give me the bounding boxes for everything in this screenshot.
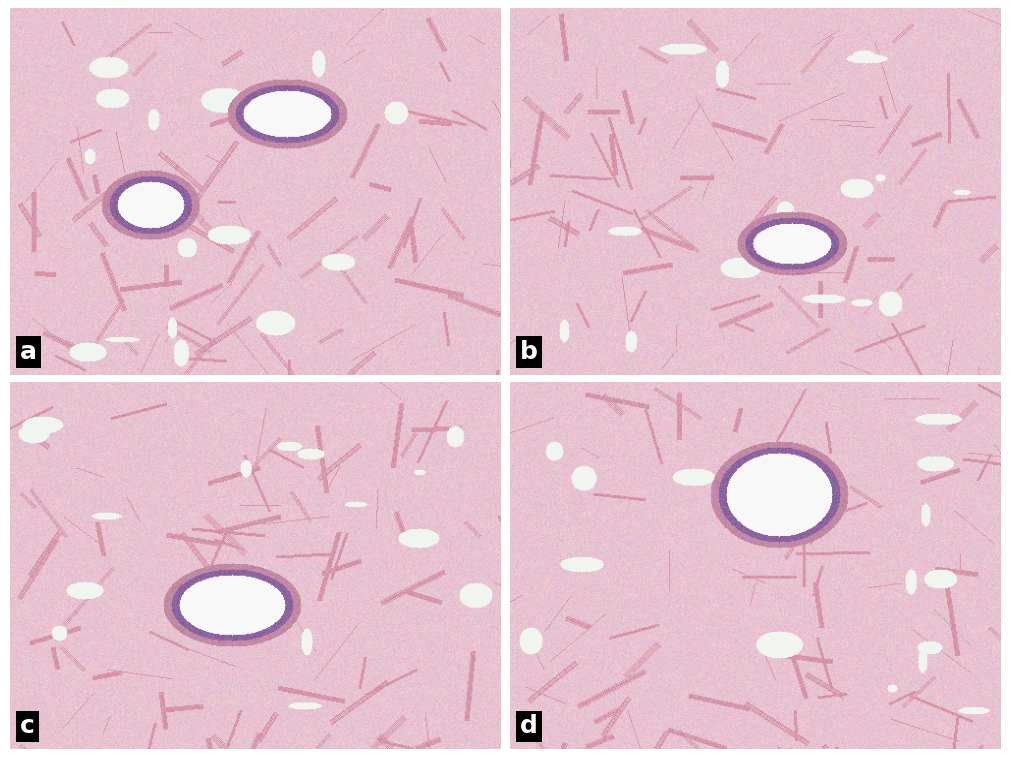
Text: b: b [521, 340, 538, 364]
Text: a: a [20, 340, 37, 364]
Text: d: d [521, 715, 538, 738]
Text: c: c [20, 715, 34, 738]
